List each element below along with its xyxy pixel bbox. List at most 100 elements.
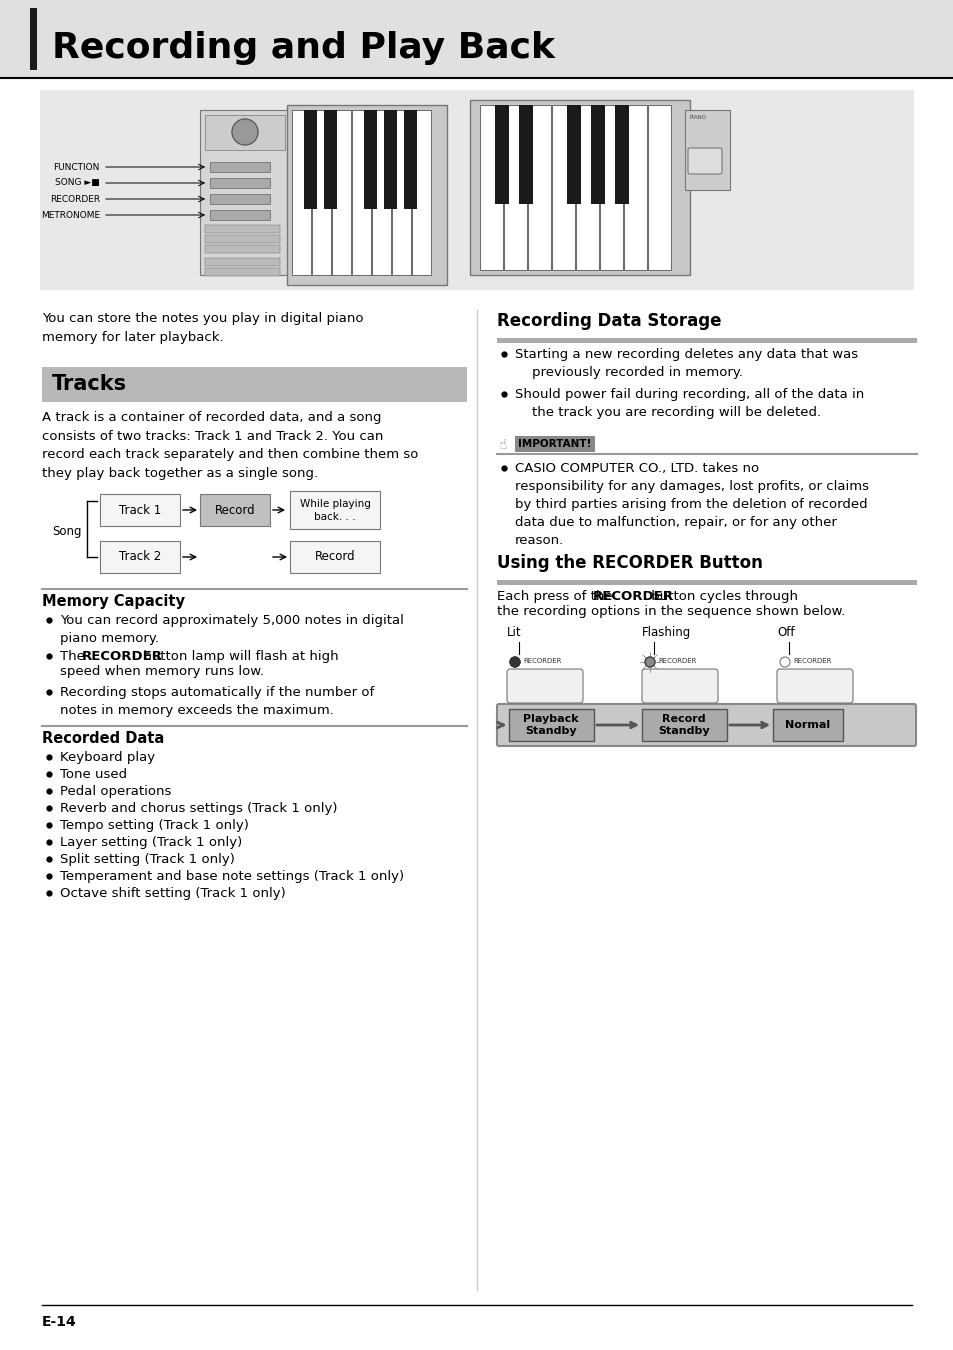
Text: Recording stops automatically if the number of
notes in memory exceeds the maxim: Recording stops automatically if the num… xyxy=(60,686,374,717)
Text: Record: Record xyxy=(314,551,355,563)
Text: button lamp will flash at high: button lamp will flash at high xyxy=(139,649,338,663)
Bar xyxy=(509,709,594,741)
Text: You can record approximately 5,000 notes in digital
piano memory.: You can record approximately 5,000 notes… xyxy=(60,614,403,645)
Bar xyxy=(30,8,37,70)
Text: Recording and Play Back: Recording and Play Back xyxy=(52,31,555,65)
Bar xyxy=(515,436,595,452)
Circle shape xyxy=(510,657,519,667)
FancyBboxPatch shape xyxy=(497,703,915,747)
Text: Lit: Lit xyxy=(506,626,521,639)
Bar xyxy=(324,109,336,209)
Text: Tone used: Tone used xyxy=(60,768,127,782)
Text: the recording options in the sequence shown below.: the recording options in the sequence sh… xyxy=(497,605,844,618)
Bar xyxy=(290,541,379,572)
Bar xyxy=(205,258,280,266)
Bar xyxy=(210,178,270,188)
Text: Track 2: Track 2 xyxy=(119,551,161,563)
Text: PIANO: PIANO xyxy=(689,115,706,120)
Text: Memory Capacity: Memory Capacity xyxy=(42,594,185,609)
Text: RECORDER: RECORDER xyxy=(50,194,100,204)
FancyBboxPatch shape xyxy=(776,670,852,703)
Text: RECORDER: RECORDER xyxy=(82,649,163,663)
Text: Tempo setting (Track 1 only): Tempo setting (Track 1 only) xyxy=(60,819,249,832)
Bar xyxy=(364,109,376,209)
Text: speed when memory runs low.: speed when memory runs low. xyxy=(60,666,264,678)
Text: CASIO COMPUTER CO., LTD. takes no
responsibility for any damages, lost profits, : CASIO COMPUTER CO., LTD. takes no respon… xyxy=(515,462,868,547)
Text: Reverb and chorus settings (Track 1 only): Reverb and chorus settings (Track 1 only… xyxy=(60,802,337,815)
Bar xyxy=(0,0,953,78)
Text: Pedal operations: Pedal operations xyxy=(60,784,172,798)
Bar xyxy=(590,105,604,204)
Bar xyxy=(772,709,842,741)
Bar xyxy=(210,194,270,204)
Bar xyxy=(403,109,416,209)
Circle shape xyxy=(780,657,789,667)
FancyBboxPatch shape xyxy=(641,670,718,703)
Bar xyxy=(641,709,726,741)
Bar xyxy=(292,109,311,275)
Text: FUNCTION: FUNCTION xyxy=(53,162,100,171)
Bar xyxy=(200,494,270,526)
Text: RECORDER: RECORDER xyxy=(522,657,560,664)
Bar xyxy=(205,115,285,150)
Text: Record
Standby: Record Standby xyxy=(658,714,709,736)
Text: Split setting (Track 1 only): Split setting (Track 1 only) xyxy=(60,853,234,865)
Bar xyxy=(332,109,351,275)
Bar xyxy=(205,225,280,234)
Text: You can store the notes you play in digital piano
memory for later playback.: You can store the notes you play in digi… xyxy=(42,312,363,343)
Text: RECORDER: RECORDER xyxy=(593,590,673,603)
Bar xyxy=(623,105,646,270)
Text: Normal: Normal xyxy=(784,720,830,730)
Bar xyxy=(100,541,180,572)
Bar xyxy=(205,244,280,252)
Text: RECORDER: RECORDER xyxy=(658,657,696,664)
Text: SONG ►■: SONG ►■ xyxy=(55,178,100,188)
Bar xyxy=(497,580,916,585)
Circle shape xyxy=(232,119,257,144)
Bar xyxy=(287,105,447,285)
Bar xyxy=(615,105,628,204)
Bar xyxy=(352,109,371,275)
Text: Playback
Standby: Playback Standby xyxy=(522,714,578,736)
Text: ☝: ☝ xyxy=(498,437,507,452)
Bar xyxy=(684,109,729,190)
Circle shape xyxy=(644,657,655,667)
Bar xyxy=(42,367,467,402)
Text: Starting a new recording deletes any data that was
    previously recorded in me: Starting a new recording deletes any dat… xyxy=(515,348,858,379)
Text: Temperament and base note settings (Track 1 only): Temperament and base note settings (Trac… xyxy=(60,869,404,883)
Bar xyxy=(392,109,411,275)
Text: RECORDER: RECORDER xyxy=(792,657,830,664)
Bar xyxy=(290,491,379,529)
Text: Track 1: Track 1 xyxy=(119,504,161,517)
Bar xyxy=(479,105,502,270)
FancyBboxPatch shape xyxy=(687,148,721,174)
Bar xyxy=(210,211,270,220)
Bar xyxy=(100,494,180,526)
Text: A track is a container of recorded data, and a song
consists of two tracks: Trac: A track is a container of recorded data,… xyxy=(42,410,418,479)
Text: Off: Off xyxy=(776,626,794,639)
Bar xyxy=(205,269,280,275)
Text: Layer setting (Track 1 only): Layer setting (Track 1 only) xyxy=(60,836,242,849)
Bar xyxy=(412,109,431,275)
Bar xyxy=(40,90,913,290)
Text: Should power fail during recording, all of the data in
    the track you are rec: Should power fail during recording, all … xyxy=(515,387,863,418)
Bar xyxy=(552,105,575,270)
Text: The: The xyxy=(60,649,89,663)
Bar xyxy=(210,162,270,171)
Bar xyxy=(470,100,689,275)
Bar xyxy=(576,105,598,270)
Bar xyxy=(527,105,551,270)
Bar xyxy=(372,109,391,275)
Text: Using the RECORDER Button: Using the RECORDER Button xyxy=(497,554,762,572)
Bar xyxy=(599,105,622,270)
Text: Octave shift setting (Track 1 only): Octave shift setting (Track 1 only) xyxy=(60,887,286,900)
Bar xyxy=(566,105,580,204)
Text: Flashing: Flashing xyxy=(641,626,691,639)
Text: Record: Record xyxy=(214,504,255,517)
Bar xyxy=(497,338,916,343)
Text: E-14: E-14 xyxy=(42,1315,76,1328)
Text: back. . .: back. . . xyxy=(314,512,355,522)
Text: While playing: While playing xyxy=(299,500,370,509)
Bar xyxy=(312,109,331,275)
Text: button cycles through: button cycles through xyxy=(646,590,797,603)
